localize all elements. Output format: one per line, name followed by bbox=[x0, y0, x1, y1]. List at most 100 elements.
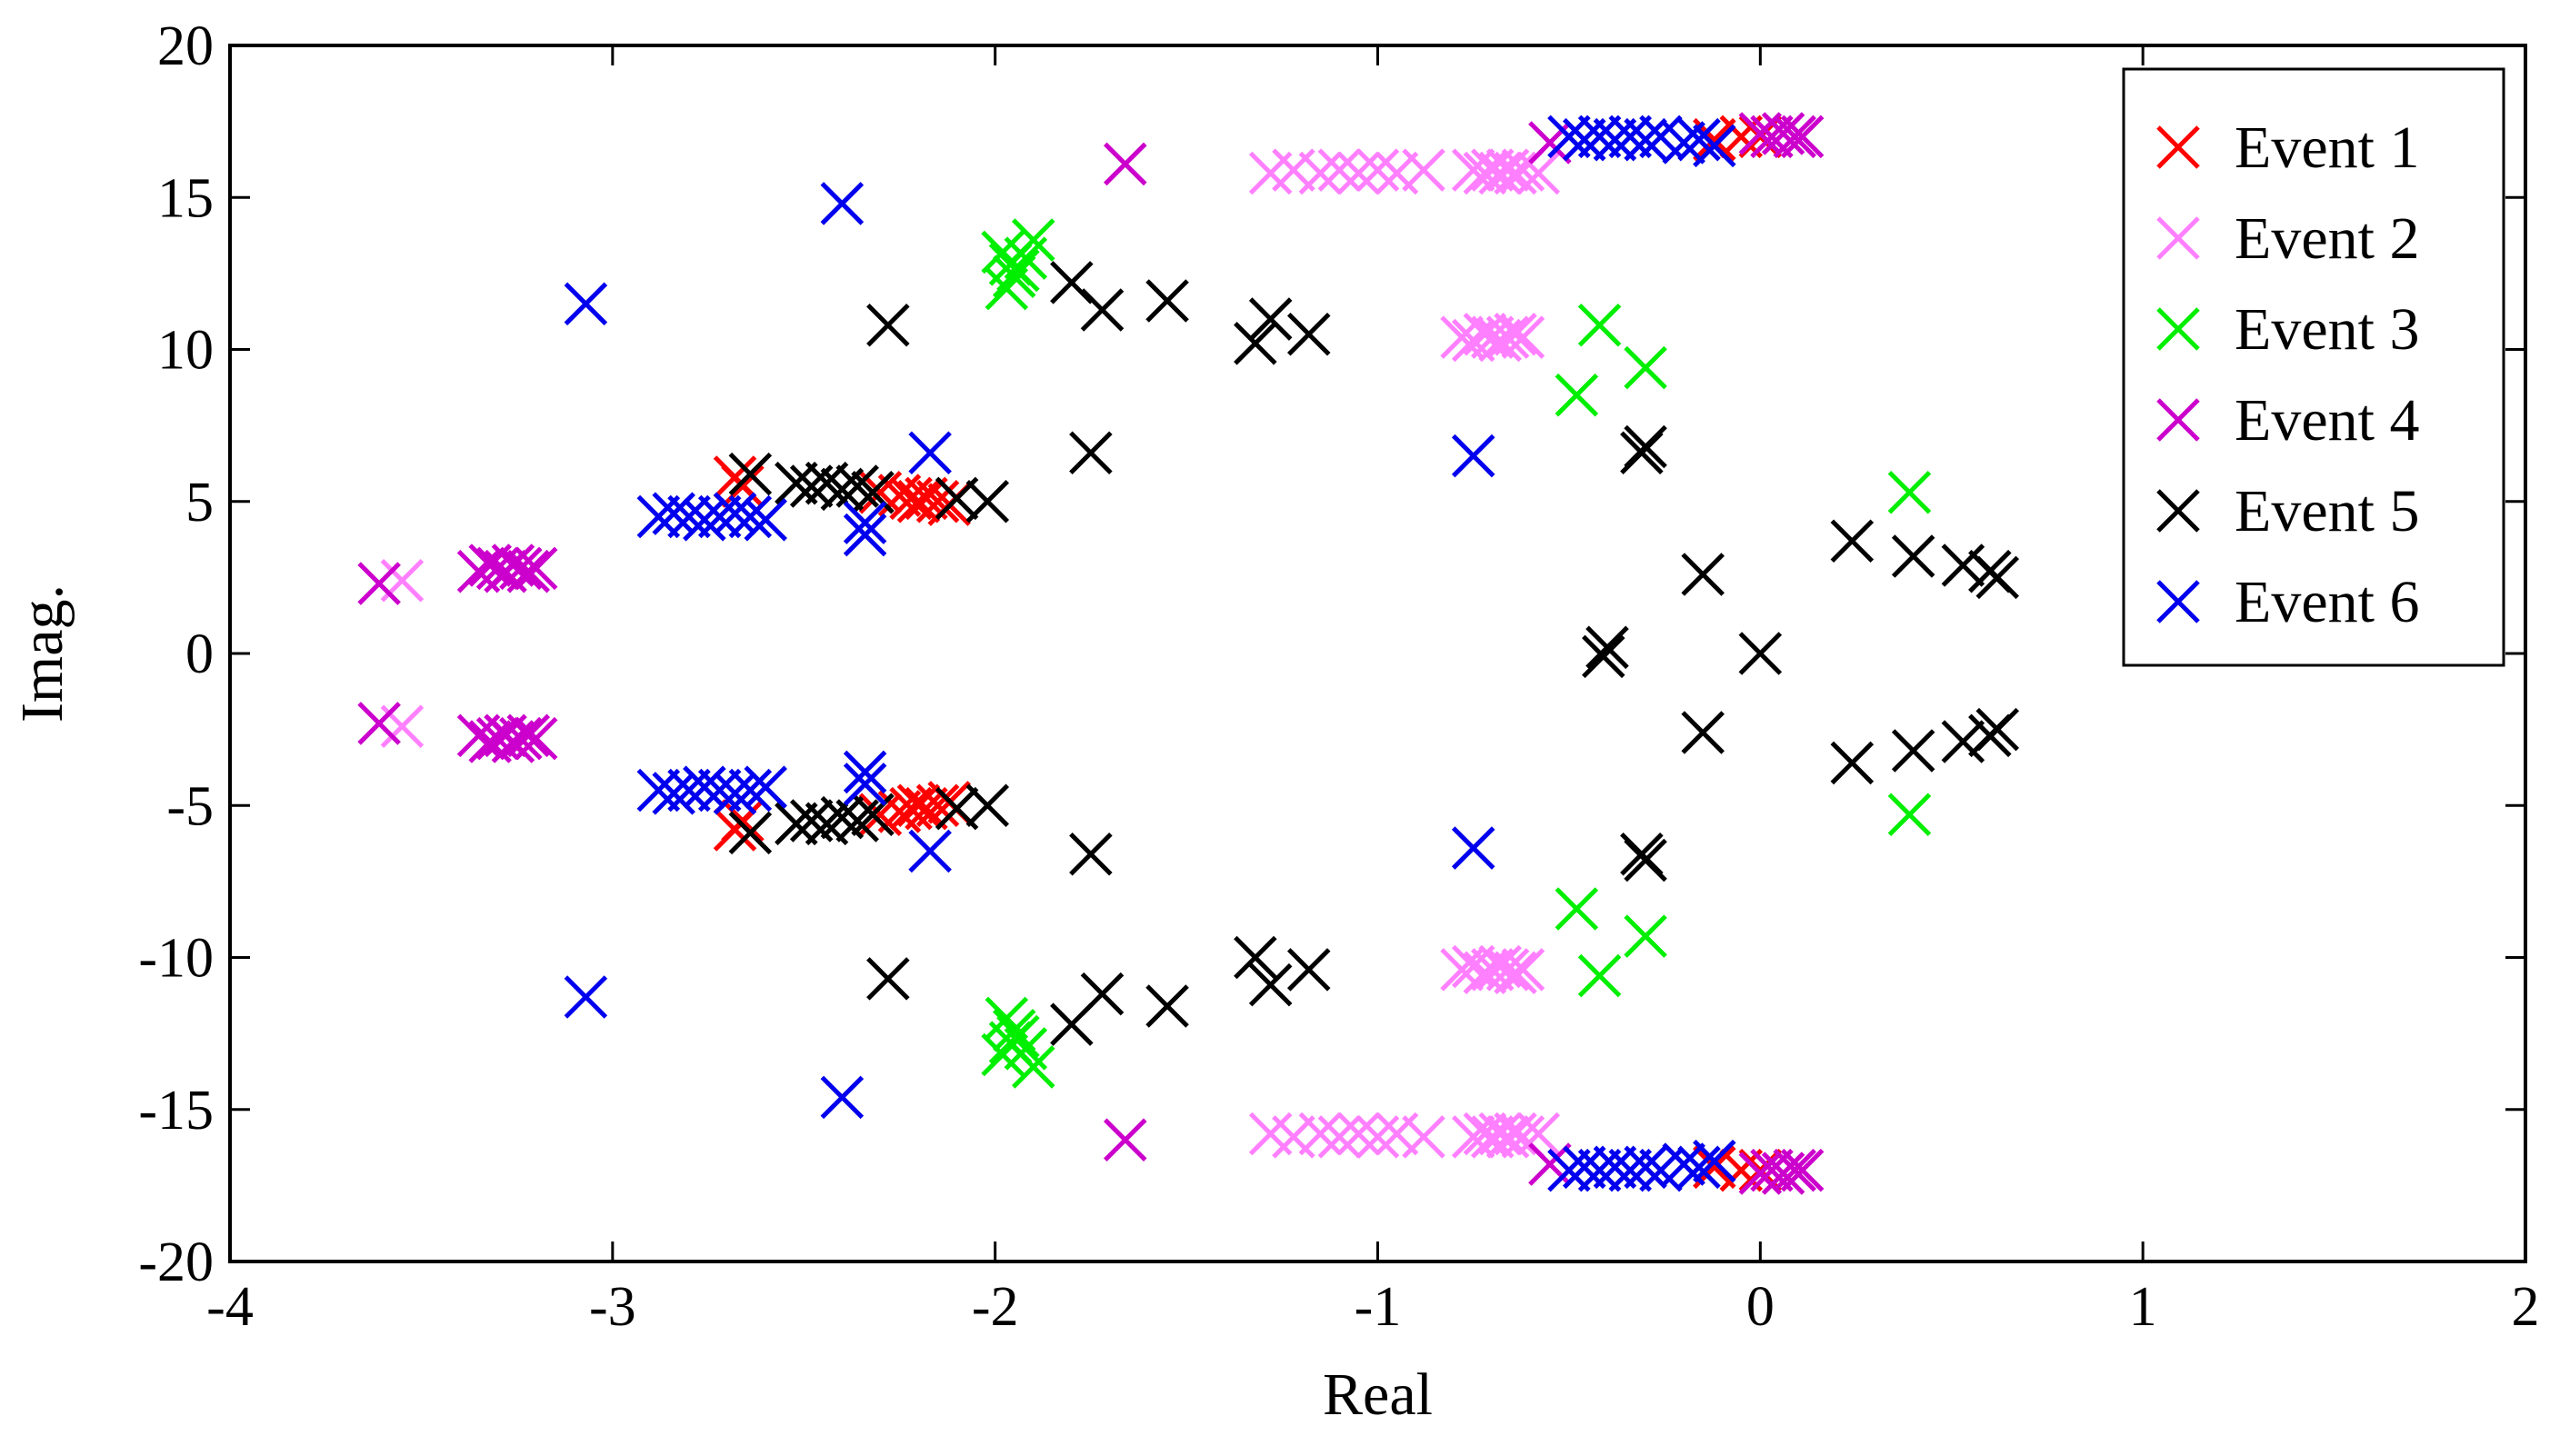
data-point bbox=[1677, 1145, 1721, 1190]
data-point bbox=[1298, 1112, 1343, 1156]
data-point bbox=[1780, 115, 1825, 159]
data-point bbox=[908, 431, 952, 474]
legend-marker bbox=[2156, 216, 2200, 260]
data-point bbox=[1516, 151, 1561, 195]
data-point bbox=[499, 716, 543, 761]
data-point bbox=[636, 494, 681, 539]
data-point bbox=[1402, 148, 1445, 192]
legend-label: Event 4 bbox=[2235, 387, 2419, 454]
y-tick-label: 0 bbox=[185, 623, 214, 685]
legend-marker bbox=[2156, 398, 2200, 442]
data-point bbox=[1624, 914, 1667, 958]
data-point bbox=[908, 829, 952, 873]
legend-marker bbox=[2156, 489, 2200, 533]
legend: Event 1 Event 2 Event 3 Event 4 Event 5 Event… bbox=[2122, 67, 2505, 667]
data-point bbox=[835, 799, 879, 843]
data-point bbox=[1501, 948, 1545, 992]
data-point bbox=[357, 702, 401, 745]
data-point bbox=[1761, 112, 1805, 155]
data-point bbox=[514, 546, 558, 591]
series-event-2 bbox=[380, 148, 1561, 1159]
data-point bbox=[357, 562, 401, 605]
data-point bbox=[1451, 434, 1495, 478]
x-axis-title: Real bbox=[1323, 1361, 1433, 1428]
legend-label: Event 2 bbox=[2235, 205, 2419, 272]
data-point bbox=[1080, 288, 1125, 332]
data-point bbox=[1451, 826, 1495, 870]
y-tick-label: 15 bbox=[157, 167, 214, 229]
data-point bbox=[1577, 115, 1622, 159]
data-point bbox=[1355, 148, 1400, 192]
data-point bbox=[965, 783, 1010, 828]
data-point bbox=[1402, 1115, 1445, 1159]
data-point bbox=[1738, 632, 1783, 675]
data-point bbox=[1577, 303, 1622, 347]
data-point bbox=[1681, 553, 1725, 596]
legend-marker bbox=[2156, 125, 2200, 169]
data-point bbox=[1891, 534, 1935, 578]
data-point bbox=[1624, 345, 1667, 390]
data-point bbox=[1145, 984, 1189, 1028]
x-tick-label: -4 bbox=[206, 1276, 254, 1338]
data-point bbox=[1608, 1148, 1653, 1192]
data-point bbox=[866, 303, 910, 347]
data-point bbox=[1562, 117, 1606, 162]
data-point bbox=[915, 479, 960, 524]
x-tick-label: -1 bbox=[1355, 1276, 1402, 1338]
data-point bbox=[697, 494, 742, 539]
data-point bbox=[851, 470, 895, 514]
data-point bbox=[1494, 313, 1537, 356]
data-point bbox=[564, 975, 608, 1019]
data-point bbox=[1891, 729, 1935, 773]
data-point bbox=[775, 461, 818, 505]
x-tick-label: 1 bbox=[2129, 1276, 2157, 1338]
data-point bbox=[851, 793, 895, 837]
legend-label: Event 3 bbox=[2235, 296, 2419, 363]
data-point bbox=[996, 248, 1040, 293]
data-point bbox=[1234, 322, 1277, 365]
data-point bbox=[1485, 315, 1530, 359]
data-point bbox=[1555, 373, 1599, 417]
data-point bbox=[1298, 151, 1343, 195]
data-point bbox=[1719, 115, 1764, 159]
data-point bbox=[506, 713, 551, 758]
data-point bbox=[1761, 1152, 1805, 1195]
data-point bbox=[1738, 112, 1783, 155]
data-point bbox=[996, 1014, 1040, 1059]
legend-item: Event 5 bbox=[2156, 478, 2419, 544]
data-point bbox=[1585, 625, 1629, 670]
data-point bbox=[775, 802, 818, 846]
series-event-3 bbox=[981, 218, 1932, 1089]
data-point bbox=[1317, 1115, 1362, 1159]
data-point bbox=[1248, 962, 1293, 1007]
data-point bbox=[721, 464, 765, 508]
data-point bbox=[514, 716, 558, 761]
data-point bbox=[1336, 1112, 1381, 1156]
data-point bbox=[636, 768, 681, 813]
data-point bbox=[1941, 544, 1985, 587]
data-point bbox=[1620, 833, 1664, 876]
legend-item: Event 2 bbox=[2156, 205, 2419, 272]
data-point bbox=[728, 494, 773, 539]
data-point bbox=[1494, 951, 1537, 994]
data-point bbox=[1011, 1045, 1055, 1089]
data-point bbox=[1050, 261, 1094, 304]
data-point bbox=[1336, 151, 1381, 195]
data-point bbox=[1069, 833, 1113, 876]
data-point bbox=[1547, 115, 1591, 159]
legend-label: Event 6 bbox=[2235, 569, 2419, 635]
legend-label: Event 5 bbox=[2235, 478, 2419, 544]
data-point bbox=[744, 498, 787, 542]
y-tick-label: -5 bbox=[166, 775, 214, 837]
data-point bbox=[1593, 1145, 1637, 1190]
y-tick-label: -20 bbox=[138, 1232, 214, 1293]
data-point bbox=[697, 768, 742, 813]
legend-item: Event 4 bbox=[2156, 387, 2419, 454]
data-point bbox=[667, 494, 711, 539]
x-tick-label: -2 bbox=[972, 1276, 1019, 1338]
data-point bbox=[843, 750, 887, 794]
y-tick-label: -10 bbox=[138, 928, 214, 990]
data-point bbox=[1830, 741, 1875, 785]
